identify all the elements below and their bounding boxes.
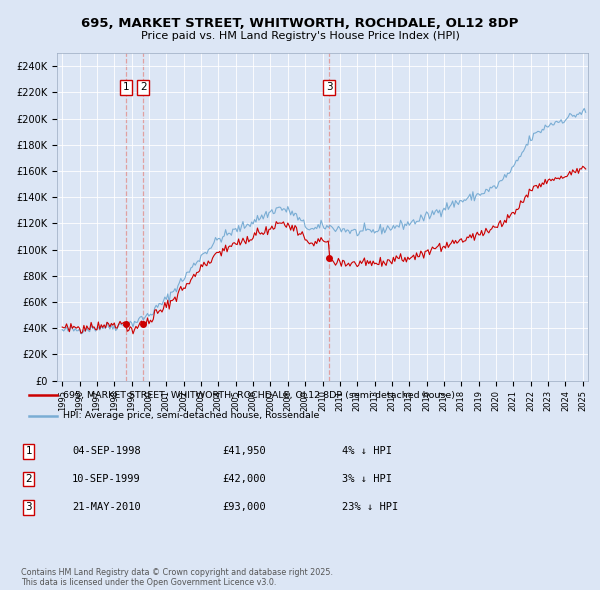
Text: HPI: Average price, semi-detached house, Rossendale: HPI: Average price, semi-detached house,… (63, 411, 319, 420)
Text: 3: 3 (326, 82, 332, 92)
Text: 3% ↓ HPI: 3% ↓ HPI (342, 474, 392, 484)
Text: 1: 1 (122, 82, 129, 92)
Text: £93,000: £93,000 (222, 503, 266, 512)
Text: 695, MARKET STREET, WHITWORTH, ROCHDALE, OL12 8DP: 695, MARKET STREET, WHITWORTH, ROCHDALE,… (82, 17, 518, 30)
Text: 04-SEP-1998: 04-SEP-1998 (72, 447, 141, 456)
Text: £41,950: £41,950 (222, 447, 266, 456)
Text: 1: 1 (25, 447, 32, 456)
Text: 695, MARKET STREET, WHITWORTH, ROCHDALE, OL12 8DP (semi-detached house): 695, MARKET STREET, WHITWORTH, ROCHDALE,… (63, 391, 455, 400)
Text: Contains HM Land Registry data © Crown copyright and database right 2025.
This d: Contains HM Land Registry data © Crown c… (21, 568, 333, 587)
Text: 4% ↓ HPI: 4% ↓ HPI (342, 447, 392, 456)
Text: 3: 3 (25, 503, 32, 512)
Text: 10-SEP-1999: 10-SEP-1999 (72, 474, 141, 484)
Text: 2: 2 (140, 82, 146, 92)
Text: 21-MAY-2010: 21-MAY-2010 (72, 503, 141, 512)
Text: Price paid vs. HM Land Registry's House Price Index (HPI): Price paid vs. HM Land Registry's House … (140, 31, 460, 41)
Text: 23% ↓ HPI: 23% ↓ HPI (342, 503, 398, 512)
Text: £42,000: £42,000 (222, 474, 266, 484)
Text: 2: 2 (25, 474, 32, 484)
